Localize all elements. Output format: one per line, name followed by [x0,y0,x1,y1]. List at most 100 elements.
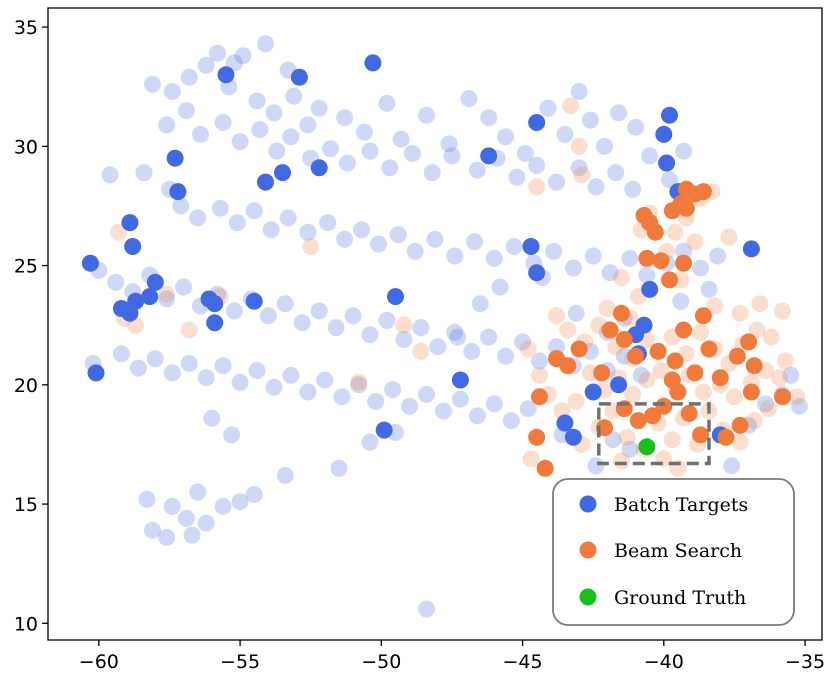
batch-targets-faded-point-180 [418,600,435,618]
batch-targets-faded-point-101 [225,302,243,320]
beam-search-point-21 [728,347,746,365]
beam-search-point-22 [745,357,763,375]
batch-targets-faded-point-55 [607,164,625,182]
legend-label-beam-search: Beam Search [614,540,742,562]
batch-targets-faded-point-64 [189,209,207,227]
batch-targets-point-32 [635,316,653,334]
beam-search-point-14 [615,331,633,348]
legend-marker-ground-truth [579,588,597,606]
batch-targets-faded-point-8 [144,75,161,93]
batch-targets-point-37 [556,414,574,432]
batch-targets-faded-point-20 [440,135,458,153]
batch-targets-faded-point-97 [158,290,176,308]
beam-search-faded-point-24 [720,228,738,246]
batch-targets-faded-point-24 [516,145,534,162]
beam-search-point-46 [774,388,791,406]
batch-targets-faded-point-166 [330,459,348,477]
batch-targets-faded-point-110 [378,311,396,329]
batch-targets-faded-point-47 [443,147,461,165]
x-tick-label-3: −45 [503,651,543,673]
batch-targets-faded-point-113 [429,338,447,356]
legend-label-ground-truth: Ground Truth [614,587,746,609]
batch-targets-faded-point-1 [225,54,243,72]
batch-targets-faded-point-11 [265,104,283,122]
y-tick-label-1: 15 [14,494,38,516]
beam-search-point-30 [593,364,611,382]
batch-targets-faded-point-141 [350,376,368,394]
beam-search-point-8 [646,223,664,241]
batch-targets-faded-point-115 [463,342,481,360]
beam-search-faded-point-26 [559,321,577,339]
batch-targets-point-2 [217,66,235,84]
batch-targets-faded-point-143 [384,381,402,399]
batch-targets-faded-point-39 [282,128,300,146]
beam-search-faded-point-78 [612,452,630,470]
batch-targets-faded-point-162 [782,366,800,384]
beam-search-faded-point-86 [686,233,704,251]
x-tick-label-4: −40 [644,651,684,673]
beam-search-point-5 [694,183,712,201]
beam-search-faded-point-9 [412,342,430,360]
beam-search-faded-point-12 [570,137,588,155]
batch-targets-faded-point-6 [180,68,198,86]
batch-targets-point-39 [375,421,393,439]
beam-search-faded-point-14 [598,300,616,317]
x-tick-label-5: −35 [785,651,825,673]
batch-targets-faded-point-66 [228,214,246,232]
batch-targets-faded-point-25 [539,99,557,117]
batch-targets-faded-point-169 [138,490,156,508]
beam-search-faded-point-63 [618,428,636,446]
batch-targets-faded-point-71 [319,214,337,232]
beam-search-faded-point-4 [180,321,198,339]
batch-targets-point-3 [661,106,678,124]
batch-targets-faded-point-139 [316,371,334,389]
batch-targets-faded-point-22 [480,109,498,127]
beam-search-point-16 [649,342,667,360]
batch-targets-point-9 [310,159,328,177]
batch-targets-faded-point-43 [361,142,379,160]
batch-targets-faded-point-76 [406,242,424,260]
beam-search-point-27 [644,407,661,425]
beam-search-point-18 [675,321,693,339]
batch-targets-faded-point-175 [177,509,195,527]
batch-targets-faded-point-68 [262,221,280,239]
batch-targets-faded-point-18 [392,130,410,148]
batch-targets-point-27 [522,238,540,255]
batch-targets-faded-point-92 [709,247,726,265]
batch-targets-faded-point-130 [163,364,181,382]
batch-targets-faded-point-74 [370,235,387,253]
batch-targets-faded-point-91 [692,259,709,277]
beam-search-faded-point-49 [652,362,670,379]
beam-search-faded-point-80 [706,297,724,315]
legend-marker-batch-targets [579,495,597,513]
beam-search-point-9 [652,252,670,270]
batch-targets-point-30 [641,280,659,298]
batch-targets-faded-point-173 [231,493,249,511]
beam-search-point-36 [536,459,554,477]
beam-search-faded-point-44 [725,388,743,406]
beam-search-faded-point-11 [562,97,580,115]
batch-targets-faded-point-15 [336,109,354,127]
batch-targets-faded-point-41 [322,140,339,158]
batch-targets-faded-point-80 [485,249,503,267]
batch-targets-faded-point-94 [107,273,125,291]
legend-marker-beam-search [579,541,597,559]
beam-search-faded-point-40 [762,328,780,346]
legend-box [552,478,795,626]
beam-search-point-39 [692,426,709,444]
batch-targets-faded-point-179 [144,521,161,539]
batch-targets-faded-point-164 [223,426,241,444]
batch-targets-point-26 [387,288,404,306]
beam-search-faded-point-79 [522,450,540,468]
beam-search-faded-point-7 [350,373,368,391]
beam-search-point-43 [694,307,712,325]
batch-targets-point-18 [141,288,159,306]
batch-targets-faded-point-10 [248,92,266,110]
batch-targets-point-34 [610,376,628,394]
batch-targets-faded-point-12 [285,87,303,105]
batch-targets-faded-point-30 [627,118,645,136]
batch-targets-faded-point-57 [641,147,659,165]
batch-targets-faded-point-67 [245,202,263,220]
batch-targets-faded-point-189 [700,280,718,298]
y-tick-label-3: 25 [14,256,38,278]
